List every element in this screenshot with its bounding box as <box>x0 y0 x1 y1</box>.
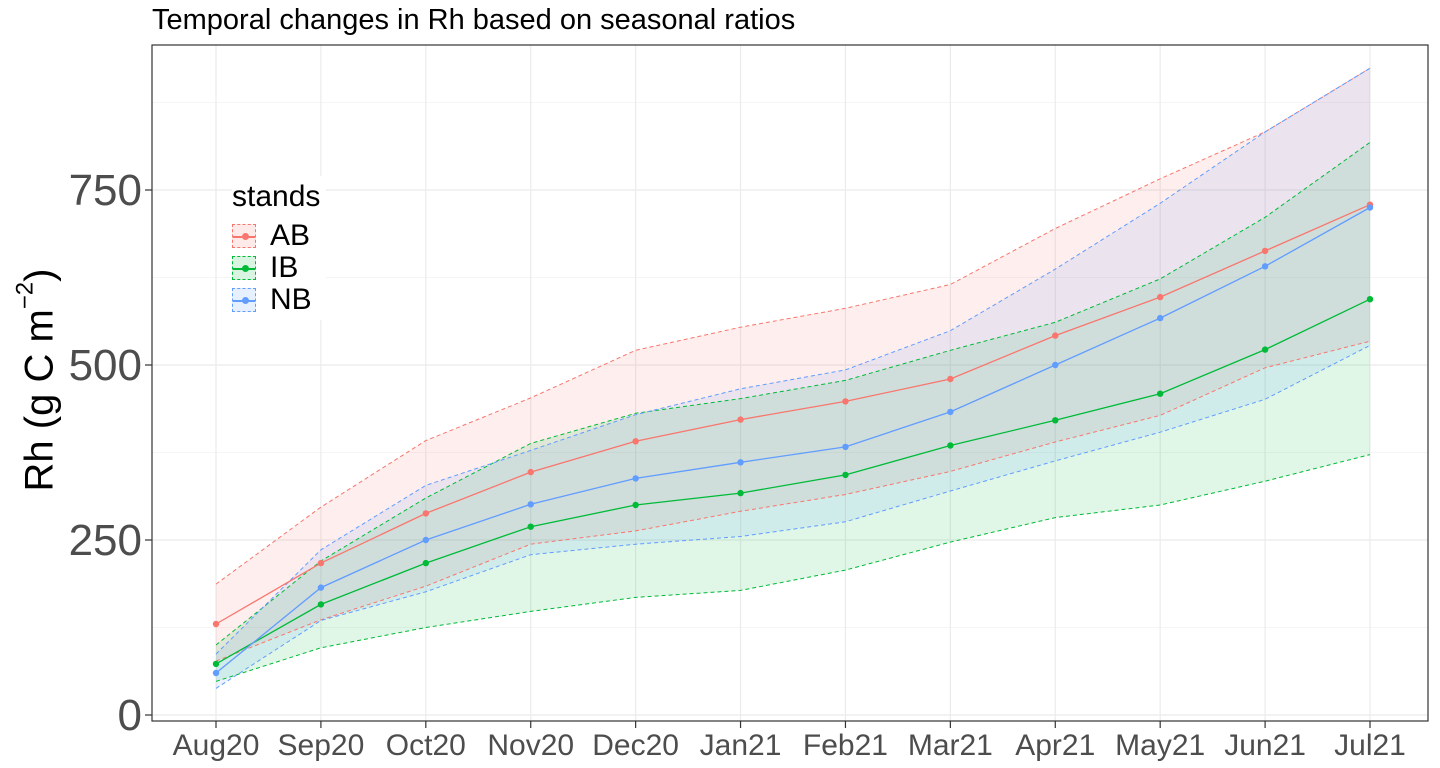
point-ib-feb21 <box>842 471 849 479</box>
legend-label-ab: AB <box>270 219 311 252</box>
lower-bound-ab <box>215 340 1371 662</box>
point-ab-aug20 <box>212 620 220 628</box>
point-ab-jan21 <box>737 416 744 423</box>
point-nb-dec20 <box>632 475 639 482</box>
point-ib-apr21 <box>1052 417 1059 424</box>
point-ab-may21 <box>1156 293 1164 301</box>
point-ib-oct20 <box>422 559 430 567</box>
y-tick-label: 0 <box>118 691 142 740</box>
point-ib-may21 <box>1156 390 1164 397</box>
point-nb-feb21 <box>842 443 849 451</box>
point-ib-mar21 <box>947 442 954 449</box>
y-axis-label-superscript: −2 <box>11 281 39 310</box>
legend-title: stands <box>232 180 321 213</box>
x-tick-label: Apr21 <box>1015 729 1095 762</box>
legend-key-ab <box>232 224 256 248</box>
plot-panel-border <box>151 44 1429 722</box>
legend-key-nb <box>232 288 256 312</box>
lower-bound-ib <box>215 454 1371 682</box>
band-ib <box>216 142 1370 682</box>
x-tick-label: Feb21 <box>803 729 888 762</box>
legend-key-dot <box>242 232 249 240</box>
y-axis-label-suffix: ) <box>17 268 62 282</box>
point-ib-sep20 <box>317 601 325 608</box>
legend-key-dot <box>242 296 249 304</box>
point-ib-aug20 <box>212 660 220 668</box>
grid-lines <box>152 45 1428 721</box>
x-tick-label: Jun21 <box>1224 729 1306 762</box>
legend: stands AB IB NB <box>232 176 327 320</box>
legend-label-ib: IB <box>270 251 299 284</box>
legend-item-ib: IB <box>232 251 320 284</box>
y-tick-label: 250 <box>69 516 142 565</box>
point-nb-may21 <box>1156 314 1164 322</box>
y-axis-label-text: Rh (g C m <box>17 309 62 492</box>
y-tick-label: 750 <box>69 166 142 215</box>
axes: 0 250 500 750 Aug20 Sep20 Oct20 Nov20 Dec20 Jan21… <box>69 166 1406 762</box>
point-ab-apr21 <box>1052 332 1059 339</box>
series-line-nb <box>215 206 1371 674</box>
upper-bound-ab <box>215 67 1371 585</box>
band-nb <box>216 68 1370 689</box>
legend-label-nb: NB <box>270 283 312 316</box>
point-nb-sep20 <box>317 584 325 591</box>
point-nb-jan21 <box>737 459 744 466</box>
y-axis-label: Rh (g C m−2) <box>11 268 62 492</box>
point-nb-oct20 <box>422 536 430 544</box>
point-ab-oct20 <box>422 510 430 517</box>
point-ib-jun21 <box>1261 346 1269 353</box>
series-points <box>212 201 1374 677</box>
series-line-ib <box>215 298 1371 665</box>
point-ib-dec20 <box>632 501 639 509</box>
x-tick-label: Jan21 <box>700 729 782 762</box>
point-nb-mar21 <box>947 408 954 416</box>
x-tick-label: Dec20 <box>592 729 679 762</box>
point-nb-nov20 <box>527 501 534 508</box>
legend-key-ib <box>232 256 256 280</box>
legend-key-dot <box>242 264 249 272</box>
series-lines <box>215 204 1371 674</box>
chart-title: Temporal changes in Rh based on seasonal… <box>152 4 796 36</box>
bound-lines <box>215 67 1371 689</box>
point-ab-mar21 <box>947 375 954 383</box>
point-nb-aug20 <box>212 669 220 677</box>
point-ib-jul21 <box>1366 296 1374 303</box>
point-ab-feb21 <box>842 398 849 405</box>
x-tick-label: Jul21 <box>1334 729 1406 762</box>
point-nb-jul21 <box>1366 204 1374 211</box>
point-nb-apr21 <box>1052 361 1059 369</box>
point-ib-nov20 <box>527 523 534 530</box>
x-tick-label: Oct20 <box>386 729 466 762</box>
y-tick-label: 500 <box>69 341 142 390</box>
upper-bound-nb <box>215 67 1371 655</box>
series-line-ab <box>215 204 1371 625</box>
x-tick-label: Nov20 <box>487 729 574 762</box>
point-ab-jun21 <box>1261 247 1269 255</box>
point-ab-nov20 <box>527 468 534 476</box>
x-tick-label: May21 <box>1115 729 1205 762</box>
legend-item-nb: NB <box>232 283 320 316</box>
point-nb-jun21 <box>1261 263 1269 270</box>
x-tick-label: Mar21 <box>908 729 993 762</box>
point-ab-dec20 <box>632 438 639 445</box>
legend-item-ab: AB <box>232 219 320 252</box>
point-ab-sep20 <box>317 559 325 567</box>
x-tick-label: Aug20 <box>173 729 260 762</box>
point-ib-jan21 <box>737 489 744 497</box>
x-tick-label: Sep20 <box>278 729 365 762</box>
